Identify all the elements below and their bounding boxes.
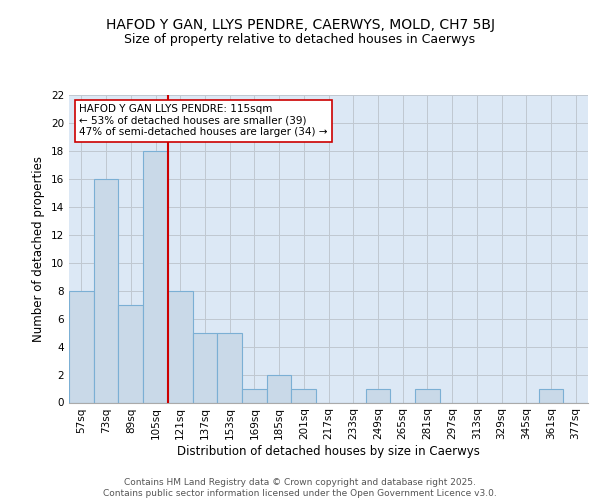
X-axis label: Distribution of detached houses by size in Caerwys: Distribution of detached houses by size … (177, 445, 480, 458)
Text: Size of property relative to detached houses in Caerwys: Size of property relative to detached ho… (124, 32, 476, 46)
Bar (292, 388, 316, 402)
Text: Contains HM Land Registry data © Crown copyright and database right 2025.
Contai: Contains HM Land Registry data © Crown c… (103, 478, 497, 498)
Bar (168, 290, 193, 403)
Bar (217, 332, 242, 402)
Bar (365, 388, 390, 402)
Y-axis label: Number of detached properties: Number of detached properties (32, 156, 46, 342)
Bar (118, 304, 143, 402)
Bar (267, 374, 292, 402)
Bar (94, 179, 118, 402)
Text: HAFOD Y GAN, LLYS PENDRE, CAERWYS, MOLD, CH7 5BJ: HAFOD Y GAN, LLYS PENDRE, CAERWYS, MOLD,… (106, 18, 494, 32)
Bar (539, 388, 563, 402)
Bar (242, 388, 267, 402)
Text: HAFOD Y GAN LLYS PENDRE: 115sqm
← 53% of detached houses are smaller (39)
47% of: HAFOD Y GAN LLYS PENDRE: 115sqm ← 53% of… (79, 104, 328, 138)
Bar (69, 290, 94, 403)
Bar (143, 151, 168, 403)
Bar (193, 332, 217, 402)
Bar (415, 388, 440, 402)
